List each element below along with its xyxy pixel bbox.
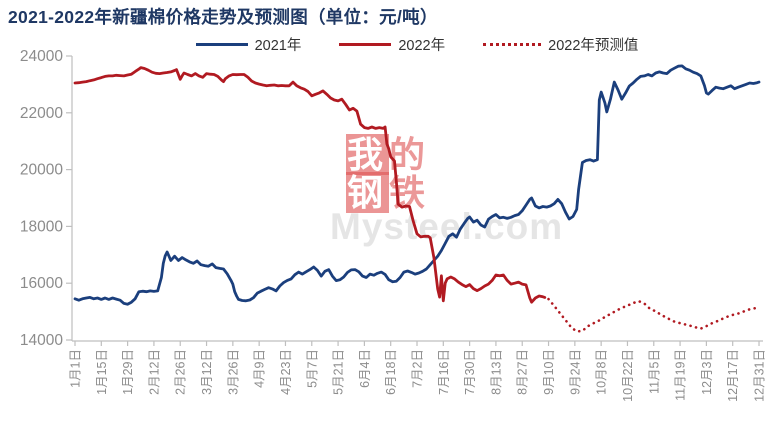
x-axis-tick-label: 2月26日 [174, 349, 188, 395]
series-line-2022年 [73, 66, 547, 304]
legend-item-2022: 2022年 [339, 34, 445, 55]
x-axis-tick-label: 4月23日 [279, 349, 293, 395]
y-axis-tick-label: 24000 [20, 48, 63, 65]
y-axis-tick-label: 18000 [20, 218, 63, 235]
y-axis-tick-label: 16000 [20, 275, 63, 292]
x-axis-tick-label: 12月31日 [753, 349, 767, 402]
series-line-2021年 [73, 64, 761, 306]
legend-dotted-line-icon [483, 43, 542, 46]
x-axis-tick-label: 3月26日 [226, 349, 240, 395]
legend-item-2022-forecast: 2022年预测值 [483, 34, 638, 55]
chart-legend: 2021年 2022年 2022年预测值 [72, 34, 762, 55]
y-axis-tick-label: 14000 [20, 332, 63, 349]
x-axis-tick-label: 7月16日 [437, 349, 451, 395]
x-axis-tick-label: 12月17日 [726, 349, 740, 402]
x-axis-tick-label: 1月29日 [121, 349, 135, 395]
x-axis-tick-label: 8月27日 [516, 349, 530, 395]
x-axis-tick-label: 12月3日 [700, 349, 714, 395]
x-axis-tick-label: 6月18日 [384, 349, 398, 395]
legend-item-2021: 2021年 [195, 34, 302, 55]
legend-line-2021-icon [195, 43, 248, 46]
x-axis-tick-label: 2月12日 [147, 349, 161, 395]
x-axis-tick-label: 9月24日 [568, 349, 582, 395]
x-axis-tick-label: 5月21日 [332, 349, 346, 395]
axes [66, 55, 763, 346]
legend-label-2022-forecast: 2022年预测值 [548, 38, 639, 54]
x-axis-tick-label: 3月12日 [200, 349, 214, 395]
chart-title: 2021-2022年新疆棉价格走势及预测图（单位：元/吨） [8, 7, 438, 27]
legend-label-2021: 2021年 [254, 38, 302, 54]
x-axis-tick-label: 7月2日 [411, 349, 425, 388]
x-axis-tick-label: 1月1日 [69, 349, 83, 388]
x-axis-tick-label: 6月4日 [358, 349, 372, 388]
series-line-2022年预测值 [547, 297, 759, 333]
x-axis-tick-label: 11月19日 [674, 349, 688, 401]
x-axis-tick-label: 1月15日 [95, 349, 109, 395]
x-axis-tick-label: 9月10日 [542, 349, 556, 395]
x-axis-tick-label: 11月5日 [647, 349, 661, 394]
x-axis-tick-label: 10月8日 [595, 349, 609, 395]
y-axis-tick-label: 22000 [20, 105, 63, 122]
x-axis-tick-label: 4月9日 [253, 349, 267, 388]
x-axis-tick-label: 7月30日 [463, 349, 477, 395]
x-axis-tick-label: 10月22日 [621, 349, 635, 402]
x-axis-tick-label: 5月7日 [305, 349, 319, 388]
legend-label-2022: 2022年 [398, 38, 446, 54]
y-axis-tick-label: 20000 [20, 162, 63, 179]
legend-line-2022-icon [339, 43, 392, 46]
x-axis-tick-label: 8月13日 [489, 349, 503, 395]
